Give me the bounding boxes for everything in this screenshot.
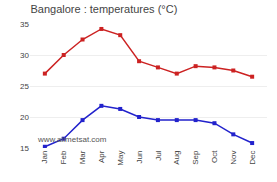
svg-text:30: 30 (20, 51, 29, 60)
svg-text:Apr: Apr (97, 150, 106, 163)
svg-text:Jan: Jan (40, 151, 49, 164)
svg-text:20: 20 (20, 113, 29, 122)
svg-text:Mar: Mar (78, 150, 87, 164)
svg-text:35: 35 (20, 20, 29, 29)
svg-text:15: 15 (20, 144, 29, 153)
svg-text:Jun: Jun (135, 151, 144, 164)
svg-text:May: May (116, 151, 125, 166)
svg-text:Aug: Aug (172, 151, 181, 165)
svg-text:Bangalore : temperatures (°C): Bangalore : temperatures (°C) (30, 3, 177, 15)
svg-text:25: 25 (20, 82, 29, 91)
svg-text:Nov: Nov (229, 151, 238, 165)
svg-text:Jul: Jul (154, 150, 163, 160)
svg-text:Sep: Sep (191, 150, 200, 165)
svg-text:Dec: Dec (248, 151, 257, 165)
svg-text:www.allmetsat.com: www.allmetsat.com (37, 135, 107, 144)
svg-text:Feb: Feb (59, 150, 68, 164)
svg-text:Oct: Oct (210, 150, 219, 163)
